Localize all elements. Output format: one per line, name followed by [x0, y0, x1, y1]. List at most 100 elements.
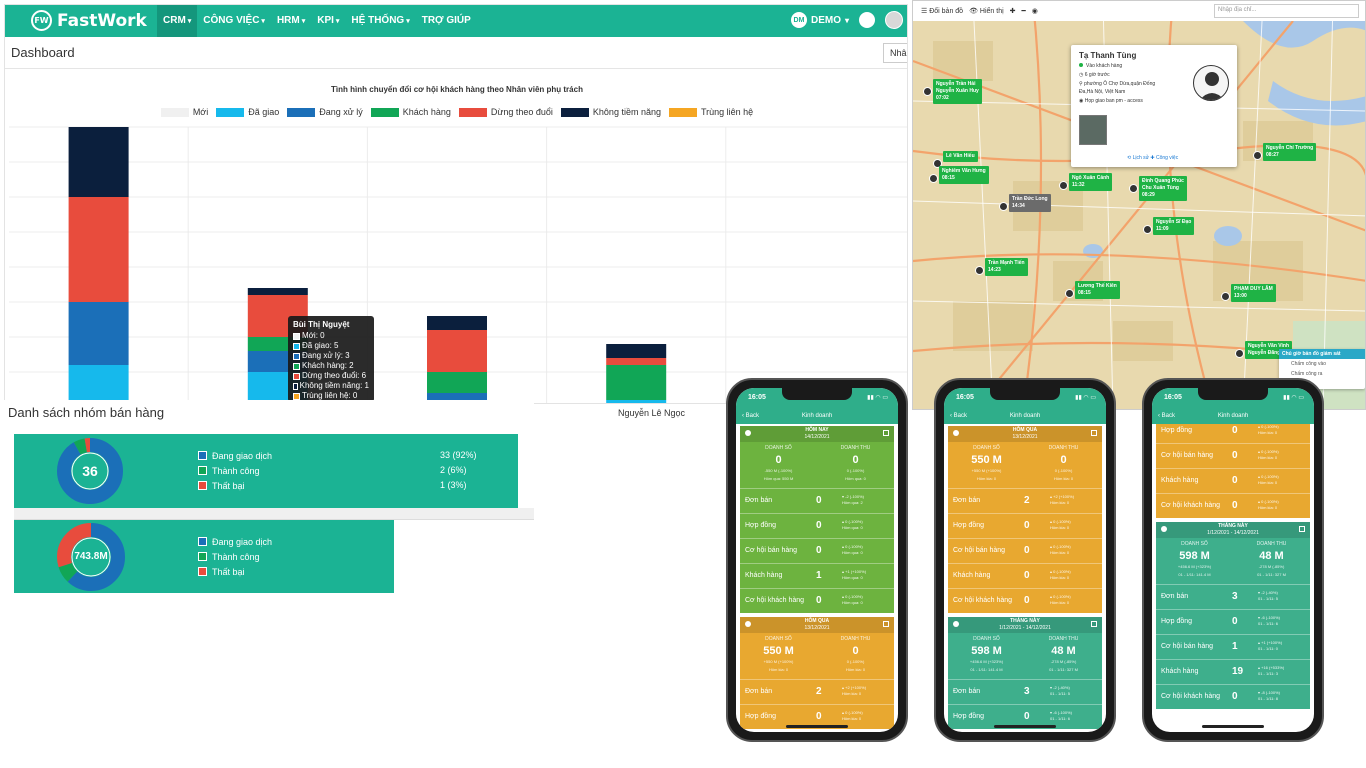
person-marker-icon[interactable] — [1253, 151, 1262, 160]
section-period: THÁNG NÀY — [1218, 523, 1248, 529]
calendar-icon[interactable] — [1091, 430, 1097, 436]
user-menu[interactable]: DM DEMO ▾ — [790, 12, 849, 28]
map-employee-tag[interactable]: Nghiêm Văn Hưng 08:15 — [939, 166, 989, 184]
metric-row[interactable]: Khách hàng 0 ▴ 0 (-100%) Hôm kia: 0 — [1156, 468, 1310, 493]
metric-row[interactable]: Đơn bán 3 ▾ -2 (-40%) 01 - 1/11: 5 — [948, 679, 1102, 704]
legend-item[interactable]: Mới — [160, 107, 208, 117]
metric-label: Cơ hội khách hàng — [1161, 502, 1221, 509]
calendar-icon[interactable] — [883, 621, 889, 627]
map-employee-tag[interactable]: PHẠM DUY LÂM 13:00 — [1231, 284, 1276, 302]
map-tool-button[interactable]: ◉ — [1031, 8, 1038, 15]
metric-row[interactable]: Hợp đồng 0 ▾ -6 (-100%) 01 - 1/11: 6 — [1156, 609, 1310, 634]
metric-row[interactable]: Khách hàng 19 ▴ +16 (+533%) 01 - 1/11: 3 — [1156, 659, 1310, 684]
metric-row[interactable]: Khách hàng 1 ▴ +1 (+100%) Hôm qua: 0 — [740, 563, 894, 588]
metric-row[interactable]: Cơ hội bán hàng 1 ▴ +1 (+100%) 01 - 1/11: 0 — [1156, 634, 1310, 659]
map-tool-button[interactable]: 👁 Hiển thị — [969, 8, 1004, 15]
legend-item[interactable]: Trùng liên hệ — [668, 107, 753, 117]
info-icon[interactable] — [745, 430, 751, 436]
info-icon[interactable] — [953, 430, 959, 436]
home-indicator — [1202, 725, 1264, 728]
info-icon[interactable] — [745, 621, 751, 627]
header-action-button[interactable]: Nhâ — [883, 43, 907, 63]
back-button[interactable]: ‹ Back — [742, 413, 760, 419]
menu-item-label: CÔNG VIỆC — [203, 15, 260, 26]
map-tool-button[interactable]: ☰ Đổi bản đồ — [921, 8, 964, 15]
menu-item[interactable]: CÔNG VIỆC ▾ — [197, 5, 271, 37]
person-marker-icon[interactable] — [1143, 225, 1152, 234]
panel-value: 2 (6%) — [440, 463, 477, 478]
legend-item[interactable]: Đã giao — [216, 107, 279, 117]
menu-item[interactable]: KPI ▾ — [311, 5, 345, 37]
metric-row[interactable]: Cơ hội bán hàng 0 ▴ 0 (-100%) Hôm kia: 0 — [1156, 443, 1310, 468]
map-employee-tag[interactable]: Ngô Xuân Cảnh 11:32 — [1069, 173, 1113, 191]
metric-row[interactable]: Cơ hội khách hàng 0 ▴ 0 (-100%) Hôm kia: 0 — [1156, 493, 1310, 518]
summary-note: +550 M (+100%) — [763, 659, 794, 664]
map-employee-tag[interactable]: Trần Đức Long 14:34 — [1009, 194, 1051, 212]
person-marker-icon[interactable] — [933, 159, 942, 168]
person-marker-icon[interactable] — [1059, 181, 1068, 190]
summary-note: +456.6 M (+323%) — [969, 659, 1004, 664]
fastwork-logo[interactable]: FW FastWork — [31, 10, 147, 31]
metric-row[interactable]: Khách hàng 0 ▴ 0 (-100%) Hôm kia: 0 — [948, 563, 1102, 588]
person-marker-icon[interactable] — [929, 174, 938, 183]
globe-icon[interactable] — [859, 12, 875, 28]
menu-item[interactable]: CRM ▾ — [157, 5, 198, 37]
metric-row[interactable]: Cơ hội khách hàng 0 ▴ 0 (-100%) Hôm qua: 0 — [740, 588, 894, 613]
person-marker-icon[interactable] — [1235, 349, 1244, 358]
metric-row[interactable]: Đơn bán 0 ▾ -2 (-100%) Hôm qua: 2 — [740, 488, 894, 513]
map-tool-button[interactable]: ━ — [1021, 8, 1026, 15]
map-tool-button[interactable]: ✚ — [1009, 8, 1016, 15]
menu-item[interactable]: HỆ THỐNG ▾ — [345, 5, 415, 37]
legend-item[interactable]: Dừng theo đuổi — [458, 107, 553, 117]
calendar-icon[interactable] — [1299, 526, 1305, 532]
back-button[interactable]: ‹ Back — [950, 413, 968, 419]
metric-row[interactable]: Cơ hội bán hàng 0 ▴ 0 (-100%) Hôm qua: 0 — [740, 538, 894, 563]
popup-item[interactable]: Chấm công ra — [1291, 371, 1323, 377]
metric-row[interactable]: Đơn bán 2 ▴ +2 (+100%) Hôm kia: 0 — [948, 488, 1102, 513]
calendar-icon[interactable] — [883, 430, 889, 436]
legend-item[interactable]: Đang xử lý — [287, 107, 363, 117]
checkin-photo[interactable] — [1079, 115, 1107, 145]
metric-row[interactable]: Hợp đồng 0 ▴ 0 (-100%) Hôm qua: 0 — [740, 513, 894, 538]
map-employee-tag[interactable]: Nguyễn Trần Hải Nguyễn Xuân Huy 07:02 — [933, 79, 982, 104]
person-marker-icon[interactable] — [1221, 292, 1230, 301]
legend-item[interactable]: Không tiềm năng — [560, 107, 661, 117]
back-button[interactable]: ‹ Back — [1158, 413, 1176, 419]
metric-row[interactable]: Đơn bán 3 ▾ -2 (-40%) 01 - 1/11: 5 — [1156, 584, 1310, 609]
metric-row[interactable]: Hợp đồng 0 ▾ -6 (-100%) 01 - 1/11: 6 — [948, 704, 1102, 729]
popup-item[interactable]: Chấm công vào — [1291, 361, 1327, 367]
summary-note: -550 M (-100%) — [764, 468, 793, 473]
person-marker-icon[interactable] — [923, 87, 932, 96]
metric-row[interactable]: Hợp đồng 0 ▴ 0 (-100%) Hôm kia: 0 — [948, 513, 1102, 538]
map-employee-tag[interactable]: Đinh Quang Phúc Chu Xuân Tùng 08:29 — [1139, 176, 1187, 201]
map-employee-tag[interactable]: Lê Văn Hiếu — [943, 151, 978, 162]
legend-item[interactable]: Khách hàng — [370, 107, 451, 117]
person-marker-icon[interactable] — [1065, 289, 1074, 298]
info-links[interactable]: ⟲ Lịch sử ✚ Công việc — [1127, 155, 1179, 161]
menu-item[interactable]: TRỢ GIÚP — [416, 5, 477, 37]
metric-row[interactable]: Đơn bán 2 ▴ +2 (+100%) Hôm kia: 0 — [740, 679, 894, 704]
metric-row[interactable]: Cơ hội bán hàng 0 ▴ 0 (-100%) Hôm kia: 0 — [948, 538, 1102, 563]
summary-value: 48 M — [1259, 550, 1284, 562]
person-marker-icon[interactable] — [1129, 184, 1138, 193]
person-marker-icon[interactable] — [975, 266, 984, 275]
avatar[interactable] — [885, 11, 903, 29]
info-icon[interactable] — [953, 621, 959, 627]
person-marker-icon[interactable] — [999, 202, 1008, 211]
map-search-input[interactable]: Nhập địa chỉ... — [1214, 4, 1359, 18]
metric-row[interactable]: Cơ hội khách hàng 0 ▴ 0 (-100%) Hôm kia: 0 — [948, 588, 1102, 613]
menu-item[interactable]: HRM ▾ — [271, 5, 311, 37]
metric-row[interactable]: Hợp đồng 0 ▴ 0 (-100%) Hôm kia: 0 — [1156, 424, 1310, 443]
map-employee-tag[interactable]: Nguyễn Sĩ Đạo 11:09 — [1153, 217, 1195, 235]
calendar-icon[interactable] — [1091, 621, 1097, 627]
bar-segment — [68, 197, 129, 302]
metric-change-line: 01 - 1/11: 8 — [1258, 696, 1278, 701]
info-icon[interactable] — [1161, 526, 1167, 532]
metric-row[interactable]: Hợp đồng 0 ▴ 0 (-100%) Hôm kia: 0 — [740, 704, 894, 729]
popup-title[interactable]: Chủ giờ bản đồ giám sát — [1279, 349, 1365, 359]
tracking-map[interactable]: ☰ Đổi bản đồ 👁 Hiển thị ✚ ━ ◉ Nhập địa chỉ..… — [912, 0, 1366, 410]
map-employee-tag[interactable]: Lương Thế Kiên 08:15 — [1075, 281, 1120, 299]
map-employee-tag[interactable]: Trần Mạnh Tiến 14:23 — [985, 258, 1028, 276]
metric-row[interactable]: Cơ hội khách hàng 0 ▾ -8 (-100%) 01 - 1/11:… — [1156, 684, 1310, 709]
map-employee-tag[interactable]: Nguyễn Chí Trường 08:27 — [1263, 143, 1317, 161]
